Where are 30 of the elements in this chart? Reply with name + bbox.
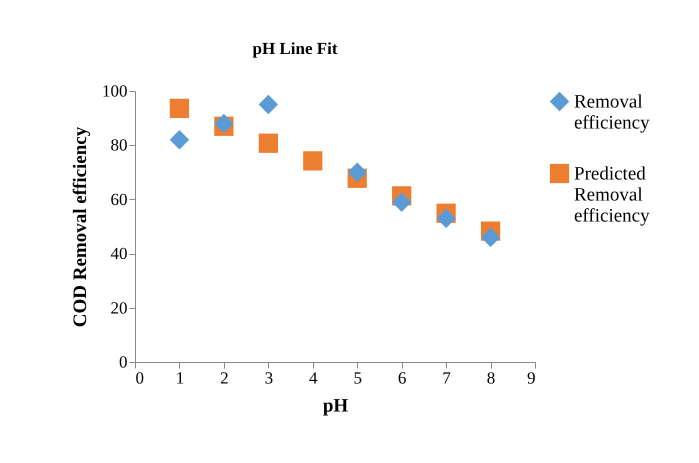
legend-label: Removal efficiency — [574, 92, 650, 134]
x-tick-label: 5 — [353, 368, 362, 388]
legend-label: Predicted Removal efficiency — [574, 164, 650, 226]
y-tick-label: 60 — [110, 190, 128, 209]
y-axis-title: COD Removal efficiency — [70, 126, 91, 328]
x-axis-title: pH — [322, 396, 348, 416]
y-tick-label: 40 — [110, 244, 128, 264]
x-tick-label: 7 — [442, 368, 452, 388]
y-tick-label: 100 — [102, 82, 128, 100]
point — [258, 134, 278, 153]
chart-title: pH Line Fit — [252, 39, 338, 58]
x-tick-label: 8 — [486, 368, 496, 388]
point — [347, 162, 367, 182]
point — [170, 98, 190, 118]
x-tick-label: 6 — [398, 368, 406, 388]
x-tick-label: 9 — [527, 368, 536, 388]
y-tick-label: 20 — [110, 298, 128, 318]
point — [392, 192, 412, 212]
x-tick-label: 3 — [264, 368, 274, 388]
y-tick-label: 80 — [110, 136, 128, 155]
x-tick-label: 4 — [309, 368, 318, 388]
x-tick-label: 0 — [136, 368, 144, 388]
point — [436, 208, 456, 228]
point — [303, 151, 322, 171]
x-tick-label: 1 — [176, 368, 184, 388]
x-tick-label: 2 — [220, 368, 229, 388]
point — [480, 228, 500, 248]
point — [258, 94, 278, 114]
y-tick-label: 0 — [119, 352, 128, 372]
point — [170, 130, 190, 150]
